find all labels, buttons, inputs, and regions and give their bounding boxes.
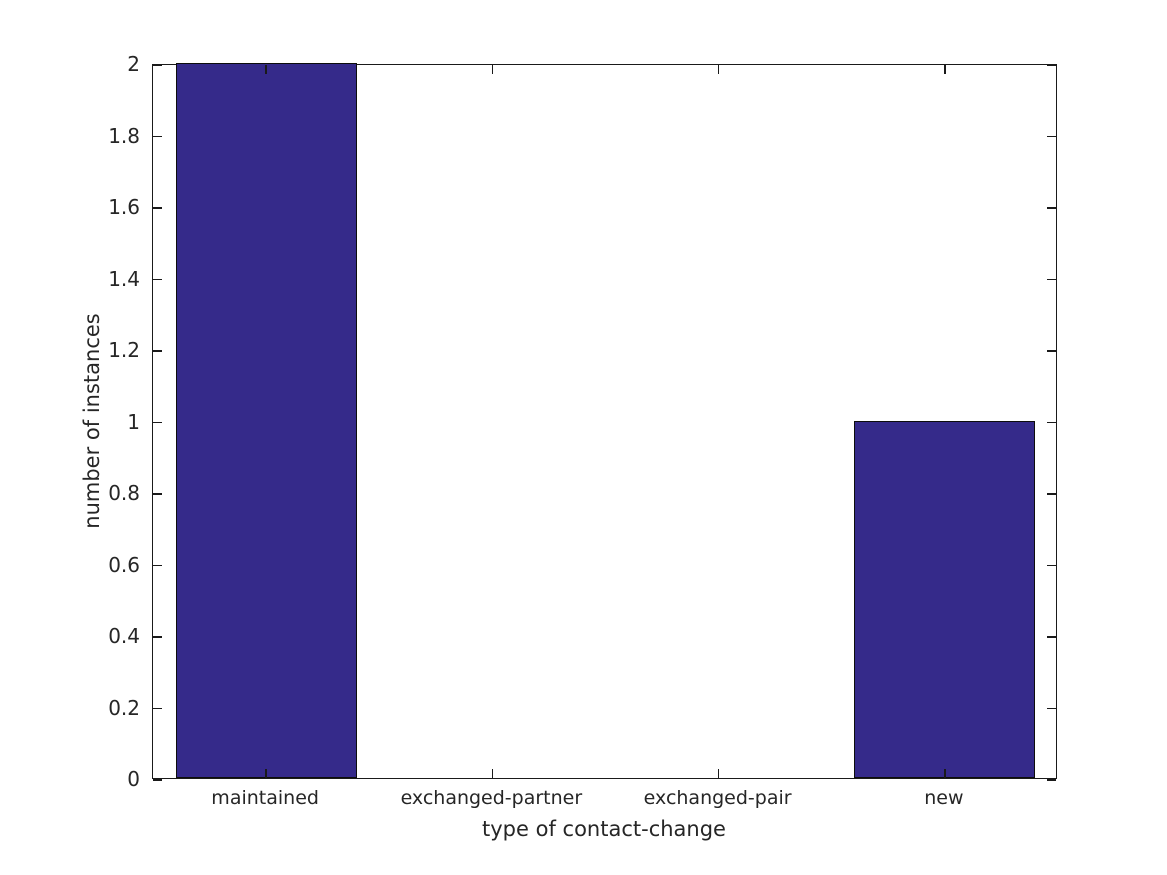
x-tick-top [265, 65, 267, 74]
y-tick-right [1047, 64, 1056, 66]
x-tick-label-exchanged-pair: exchanged-pair [643, 787, 792, 809]
y-tick-label: 1.4 [108, 266, 140, 291]
y-tick-left [153, 64, 162, 66]
y-tick-left [153, 207, 162, 209]
x-axis-label: type of contact-change [482, 817, 726, 841]
x-tick-top [944, 65, 946, 74]
y-tick-left [153, 636, 162, 638]
x-tick-label-new: new [924, 787, 964, 809]
y-tick-left [153, 135, 162, 138]
y-tick-left [153, 421, 162, 424]
y-tick-right [1047, 493, 1056, 495]
plot-area [152, 63, 1057, 781]
x-tick-top [491, 65, 494, 74]
y-tick-left [153, 564, 162, 567]
y-tick-label: 1 [127, 409, 140, 434]
y-tick-left [153, 779, 162, 781]
y-tick-right [1047, 779, 1056, 781]
y-tick-right [1047, 278, 1056, 281]
y-tick-label: 0.6 [108, 552, 140, 577]
y-tick-label: 1.6 [108, 195, 140, 219]
y-tick-label: 0.8 [108, 481, 140, 505]
y-tick-right [1047, 421, 1056, 424]
x-tick-bottom [717, 769, 720, 778]
x-tick-label-exchanged-partner: exchanged-partner [400, 787, 583, 809]
bar-new [854, 420, 1036, 778]
y-axis-label: number of instances [80, 313, 104, 529]
y-tick-left [153, 350, 162, 352]
y-tick-label: 0.2 [108, 695, 140, 720]
y-tick-label: 1.2 [108, 338, 140, 362]
y-tick-label: 0 [127, 767, 140, 791]
y-tick-left [153, 493, 162, 495]
y-tick-right [1047, 707, 1056, 710]
y-tick-right [1047, 207, 1056, 209]
y-tick-label: 2 [127, 52, 140, 76]
x-tick-top [717, 65, 720, 74]
y-tick-left [153, 278, 162, 281]
y-tick-label: 1.8 [108, 123, 140, 148]
x-tick-bottom [491, 769, 494, 778]
y-tick-label: 0.4 [108, 624, 140, 648]
y-tick-right [1047, 564, 1056, 567]
y-tick-right [1047, 636, 1056, 638]
x-tick-bottom [265, 769, 267, 778]
x-tick-label-maintained: maintained [211, 787, 319, 809]
bar-maintained [175, 63, 357, 778]
y-tick-right [1047, 350, 1056, 352]
x-tick-bottom [944, 769, 946, 778]
y-tick-left [153, 707, 162, 710]
y-tick-right [1047, 135, 1056, 138]
